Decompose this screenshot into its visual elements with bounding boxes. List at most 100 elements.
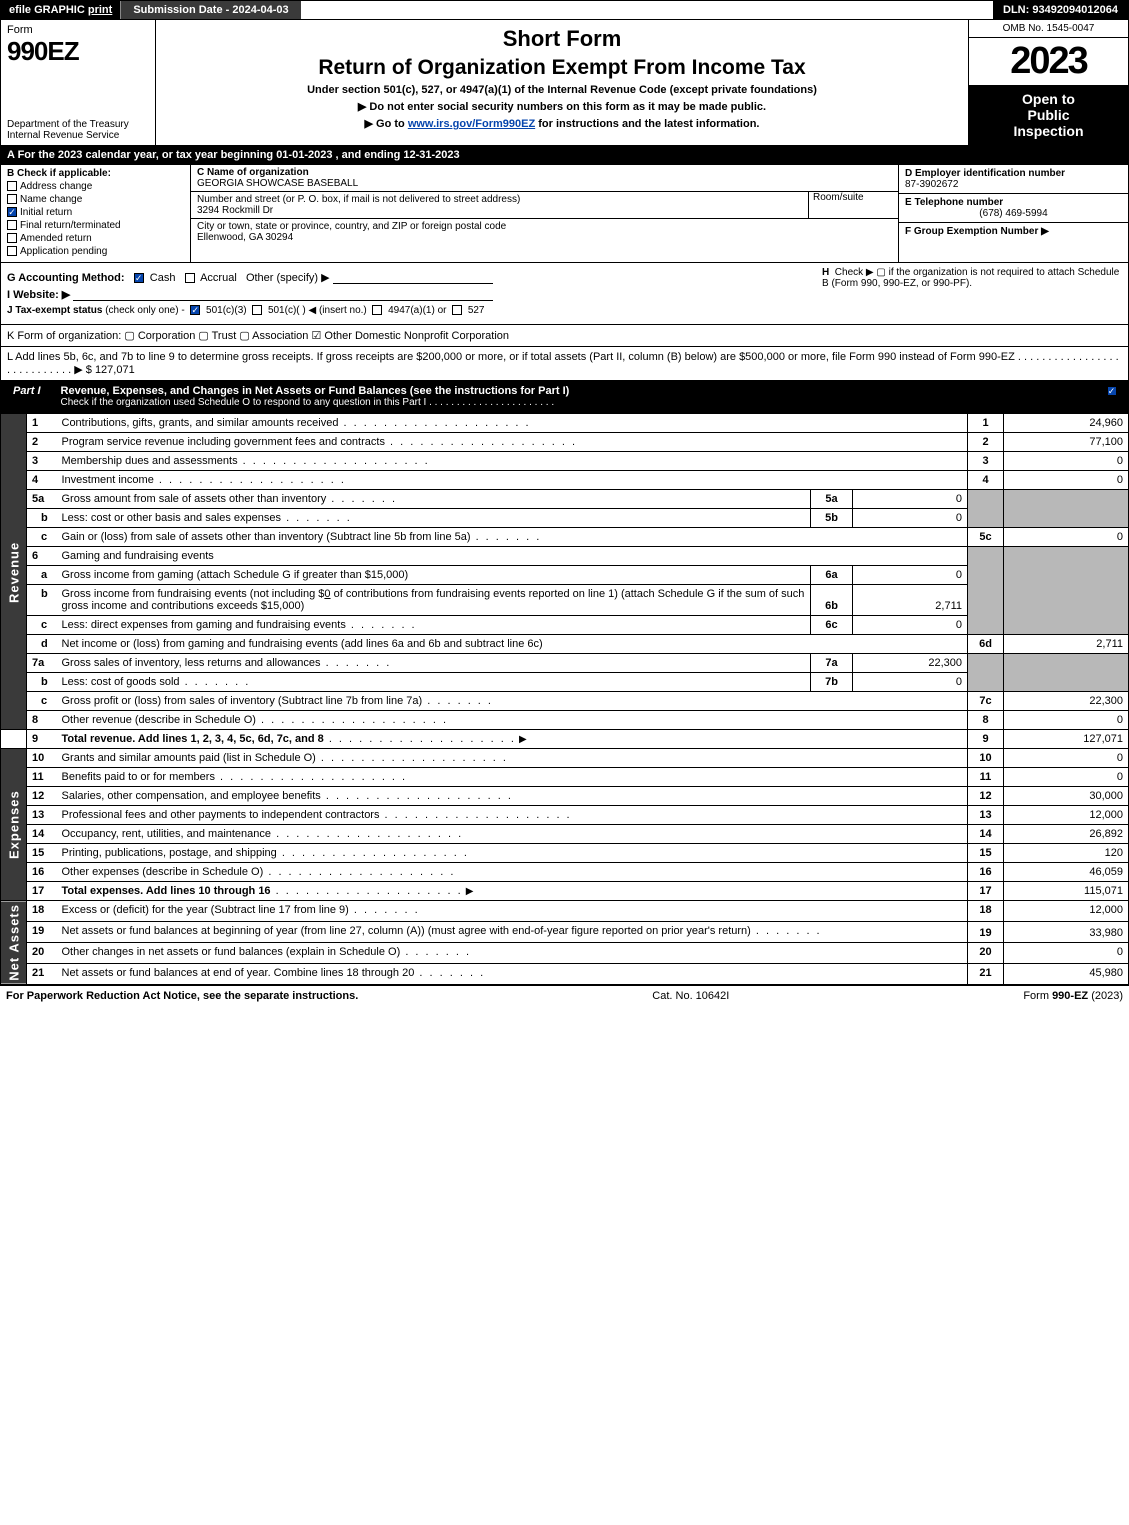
graphic-label: GRAPHIC <box>34 4 85 16</box>
website-blank[interactable] <box>73 300 493 301</box>
right-num: 11 <box>968 768 1004 787</box>
cb-application-pending[interactable]: Application pending <box>7 246 184 257</box>
part1-checkbox[interactable]: ✓ <box>1098 381 1128 397</box>
checkbox-icon[interactable] <box>252 305 262 315</box>
cb-amended-return[interactable]: Amended return <box>7 233 184 244</box>
instr2-post: for instructions and the latest informat… <box>535 118 759 130</box>
shaded-cell <box>1004 509 1129 528</box>
inner-val: 0 <box>853 616 968 635</box>
table-row: 11 Benefits paid to or for members 11 0 <box>1 768 1129 787</box>
line-num: 11 <box>27 768 57 787</box>
line-desc: Benefits paid to or for members <box>57 768 968 787</box>
line-desc: Gross income from fundraising events (no… <box>57 585 811 616</box>
footer-left: For Paperwork Reduction Act Notice, see … <box>6 990 358 1002</box>
desc-blank: 0 <box>324 588 330 600</box>
desc-text: Less: cost or other basis and sales expe… <box>62 512 352 524</box>
header-subtitle: Under section 501(c), 527, or 4947(a)(1)… <box>307 84 817 96</box>
h-label: H <box>822 267 829 278</box>
desc-text: Investment income <box>62 474 346 486</box>
row-h: H Check ▶ ▢ if the organization is not r… <box>822 267 1122 320</box>
checkbox-icon[interactable] <box>452 305 462 315</box>
org-city-row: City or town, state or province, country… <box>191 219 898 245</box>
part1-title: Revenue, Expenses, and Changes in Net As… <box>53 381 1098 412</box>
table-row: 3 Membership dues and assessments 3 0 <box>1 452 1129 471</box>
line-desc: Total revenue. Add lines 1, 2, 3, 4, 5c,… <box>57 730 968 749</box>
desc-text: Other changes in net assets or fund bala… <box>62 946 472 958</box>
j-501c3: 501(c)(3) <box>206 305 247 316</box>
line-desc: Excess or (deficit) for the year (Subtra… <box>57 901 968 922</box>
line-desc: Program service revenue including govern… <box>57 433 968 452</box>
shaded-cell <box>968 566 1004 585</box>
line-num: 18 <box>27 901 57 922</box>
shaded-cell <box>1004 490 1129 509</box>
right-val: 0 <box>1004 749 1129 768</box>
cb-address-change[interactable]: Address change <box>7 181 184 192</box>
top-bar: efile GRAPHIC print Submission Date - 20… <box>0 0 1129 19</box>
desc-text: Grants and similar amounts paid (list in… <box>62 752 508 764</box>
line-desc: Printing, publications, postage, and shi… <box>57 844 968 863</box>
desc-text: Other expenses (describe in Schedule O) <box>62 866 456 878</box>
part1-table: Revenue 1 Contributions, gifts, grants, … <box>0 413 1129 985</box>
room-label: Room/suite <box>813 192 864 203</box>
line-desc: Contributions, gifts, grants, and simila… <box>57 414 968 433</box>
g-other-blank[interactable] <box>333 283 493 284</box>
topbar-spacer <box>301 1 993 19</box>
omb-number: OMB No. 1545-0047 <box>969 20 1128 38</box>
cb-name-change[interactable]: Name change <box>7 194 184 205</box>
line-desc: Total expenses. Add lines 10 through 16 <box>57 882 968 901</box>
right-val: 0 <box>1004 768 1129 787</box>
right-val: 77,100 <box>1004 433 1129 452</box>
desc-text: Gross sales of inventory, less returns a… <box>62 657 392 669</box>
right-num: 2 <box>968 433 1004 452</box>
row-i: I Website: ▶ <box>7 288 802 301</box>
city-label: City or town, state or province, country… <box>197 221 892 232</box>
right-val: 12,000 <box>1004 901 1129 922</box>
g-accrual: Accrual <box>200 272 237 284</box>
table-row: 4 Investment income 4 0 <box>1 471 1129 490</box>
table-row: 13 Professional fees and other payments … <box>1 806 1129 825</box>
line-num: 21 <box>27 963 57 984</box>
checkbox-icon <box>7 233 17 243</box>
table-row: c Gross profit or (loss) from sales of i… <box>1 692 1129 711</box>
part1-sub: Check if the organization used Schedule … <box>61 397 1090 408</box>
desc-text: Contributions, gifts, grants, and simila… <box>62 417 531 429</box>
checkbox-checked-icon[interactable]: ✓ <box>190 305 200 315</box>
cb-label: Name change <box>20 194 82 205</box>
checkbox-icon[interactable] <box>185 273 195 283</box>
checkbox-icon <box>7 194 17 204</box>
j-4947: 4947(a)(1) or <box>388 305 446 316</box>
desc-text: Other revenue (describe in Schedule O) <box>62 714 449 726</box>
table-row: Revenue 1 Contributions, gifts, grants, … <box>1 414 1129 433</box>
line-desc: Gross income from gaming (attach Schedul… <box>57 566 811 585</box>
fr-post: (2023) <box>1088 990 1123 1002</box>
dept-label: Department of the Treasury Internal Reve… <box>7 119 149 141</box>
line-num: 5a <box>27 490 57 509</box>
desc-text: Program service revenue including govern… <box>62 436 578 448</box>
cb-final-return[interactable]: Final return/terminated <box>7 220 184 231</box>
desc-text: Net assets or fund balances at end of ye… <box>62 967 486 979</box>
cb-initial-return[interactable]: ✓Initial return <box>7 207 184 218</box>
right-val: 24,960 <box>1004 414 1129 433</box>
line-num: 20 <box>27 942 57 963</box>
desc-text: Gain or (loss) from sale of assets other… <box>62 531 542 543</box>
row-k-text: K Form of organization: ▢ Corporation ▢ … <box>7 330 509 342</box>
expenses-sidelabel: Expenses <box>1 749 27 901</box>
right-val: 46,059 <box>1004 863 1129 882</box>
line-desc: Investment income <box>57 471 968 490</box>
checkbox-checked-icon[interactable]: ✓ <box>134 273 144 283</box>
col-c-org-info: C Name of organization GEORGIA SHOWCASE … <box>191 165 898 262</box>
right-num: 7c <box>968 692 1004 711</box>
header-left: Form 990EZ Department of the Treasury In… <box>1 20 156 145</box>
print-link[interactable]: print <box>88 4 112 16</box>
page-footer: For Paperwork Reduction Act Notice, see … <box>0 985 1129 1006</box>
row-g: G Accounting Method: ✓ Cash Accrual Othe… <box>7 271 802 284</box>
ein-value: 87-3902672 <box>905 179 958 190</box>
line-num: 17 <box>27 882 57 901</box>
open-public-badge: Open to Public Inspection <box>969 85 1128 145</box>
addr-label: Number and street (or P. O. box, if mail… <box>197 194 520 205</box>
checkbox-icon[interactable] <box>372 305 382 315</box>
irs-link[interactable]: www.irs.gov/Form990EZ <box>408 118 535 130</box>
city-value: Ellenwood, GA 30294 <box>197 232 892 243</box>
fr-pre: Form <box>1023 990 1052 1002</box>
right-num: 5c <box>968 528 1004 547</box>
